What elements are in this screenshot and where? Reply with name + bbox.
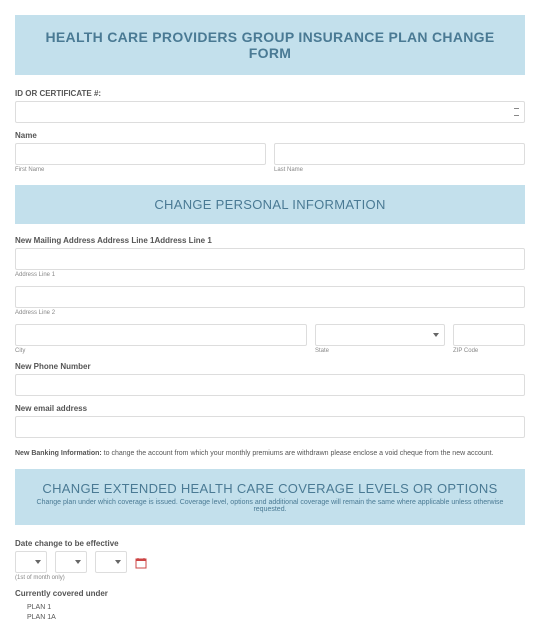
personal-info-title: CHANGE PERSONAL INFORMATION: [35, 197, 505, 212]
name-label: Name: [15, 131, 525, 140]
date-effective-label: Date change to be effective: [15, 539, 525, 548]
plan-option[interactable]: PLAN 1A: [27, 614, 525, 621]
first-name-input[interactable]: [15, 143, 266, 165]
phone-label: New Phone Number: [15, 362, 525, 371]
last-name-input[interactable]: [274, 143, 525, 165]
form-title: HEALTH CARE PROVIDERS GROUP INSURANCE PL…: [35, 29, 505, 61]
first-name-sublabel: First Name: [15, 167, 266, 173]
email-input[interactable]: [15, 416, 525, 438]
calendar-icon[interactable]: [135, 556, 147, 568]
personal-info-section: CHANGE PERSONAL INFORMATION: [15, 185, 525, 224]
banking-info-text: New Banking Information: to change the a…: [15, 450, 525, 457]
id-cert-label: ID OR CERTIFICATE #:: [15, 89, 525, 98]
form-header: HEALTH CARE PROVIDERS GROUP INSURANCE PL…: [15, 15, 525, 75]
email-label: New email address: [15, 404, 525, 413]
date-month-select[interactable]: [15, 551, 47, 573]
zip-input[interactable]: [453, 324, 525, 346]
current-plan-label: Currently covered under: [15, 589, 525, 598]
city-input[interactable]: [15, 324, 307, 346]
date-year-select[interactable]: [95, 551, 127, 573]
address-line1-input[interactable]: [15, 248, 525, 270]
id-cert-input[interactable]: [15, 101, 525, 123]
address-line2-input[interactable]: [15, 286, 525, 308]
banking-text: to change the account from which your mo…: [102, 450, 494, 457]
state-sublabel: State: [315, 348, 445, 354]
state-select[interactable]: [315, 324, 445, 346]
date-note: (1st of month only): [15, 575, 525, 581]
address-line2-sublabel: Address Line 2: [15, 310, 525, 316]
coverage-section: CHANGE EXTENDED HEALTH CARE COVERAGE LEV…: [15, 469, 525, 525]
coverage-title: CHANGE EXTENDED HEALTH CARE COVERAGE LEV…: [35, 481, 505, 496]
zip-sublabel: ZIP Code: [453, 348, 525, 354]
coverage-subtitle: Change plan under which coverage is issu…: [35, 499, 505, 513]
last-name-sublabel: Last Name: [274, 167, 525, 173]
phone-input[interactable]: [15, 374, 525, 396]
address-label: New Mailing Address Address Line 1Addres…: [15, 236, 525, 245]
plan-option[interactable]: PLAN 1: [27, 604, 525, 611]
city-sublabel: City: [15, 348, 307, 354]
banking-label: New Banking Information:: [15, 450, 102, 457]
address-line1-sublabel: Address Line 1: [15, 272, 525, 278]
date-day-select[interactable]: [55, 551, 87, 573]
